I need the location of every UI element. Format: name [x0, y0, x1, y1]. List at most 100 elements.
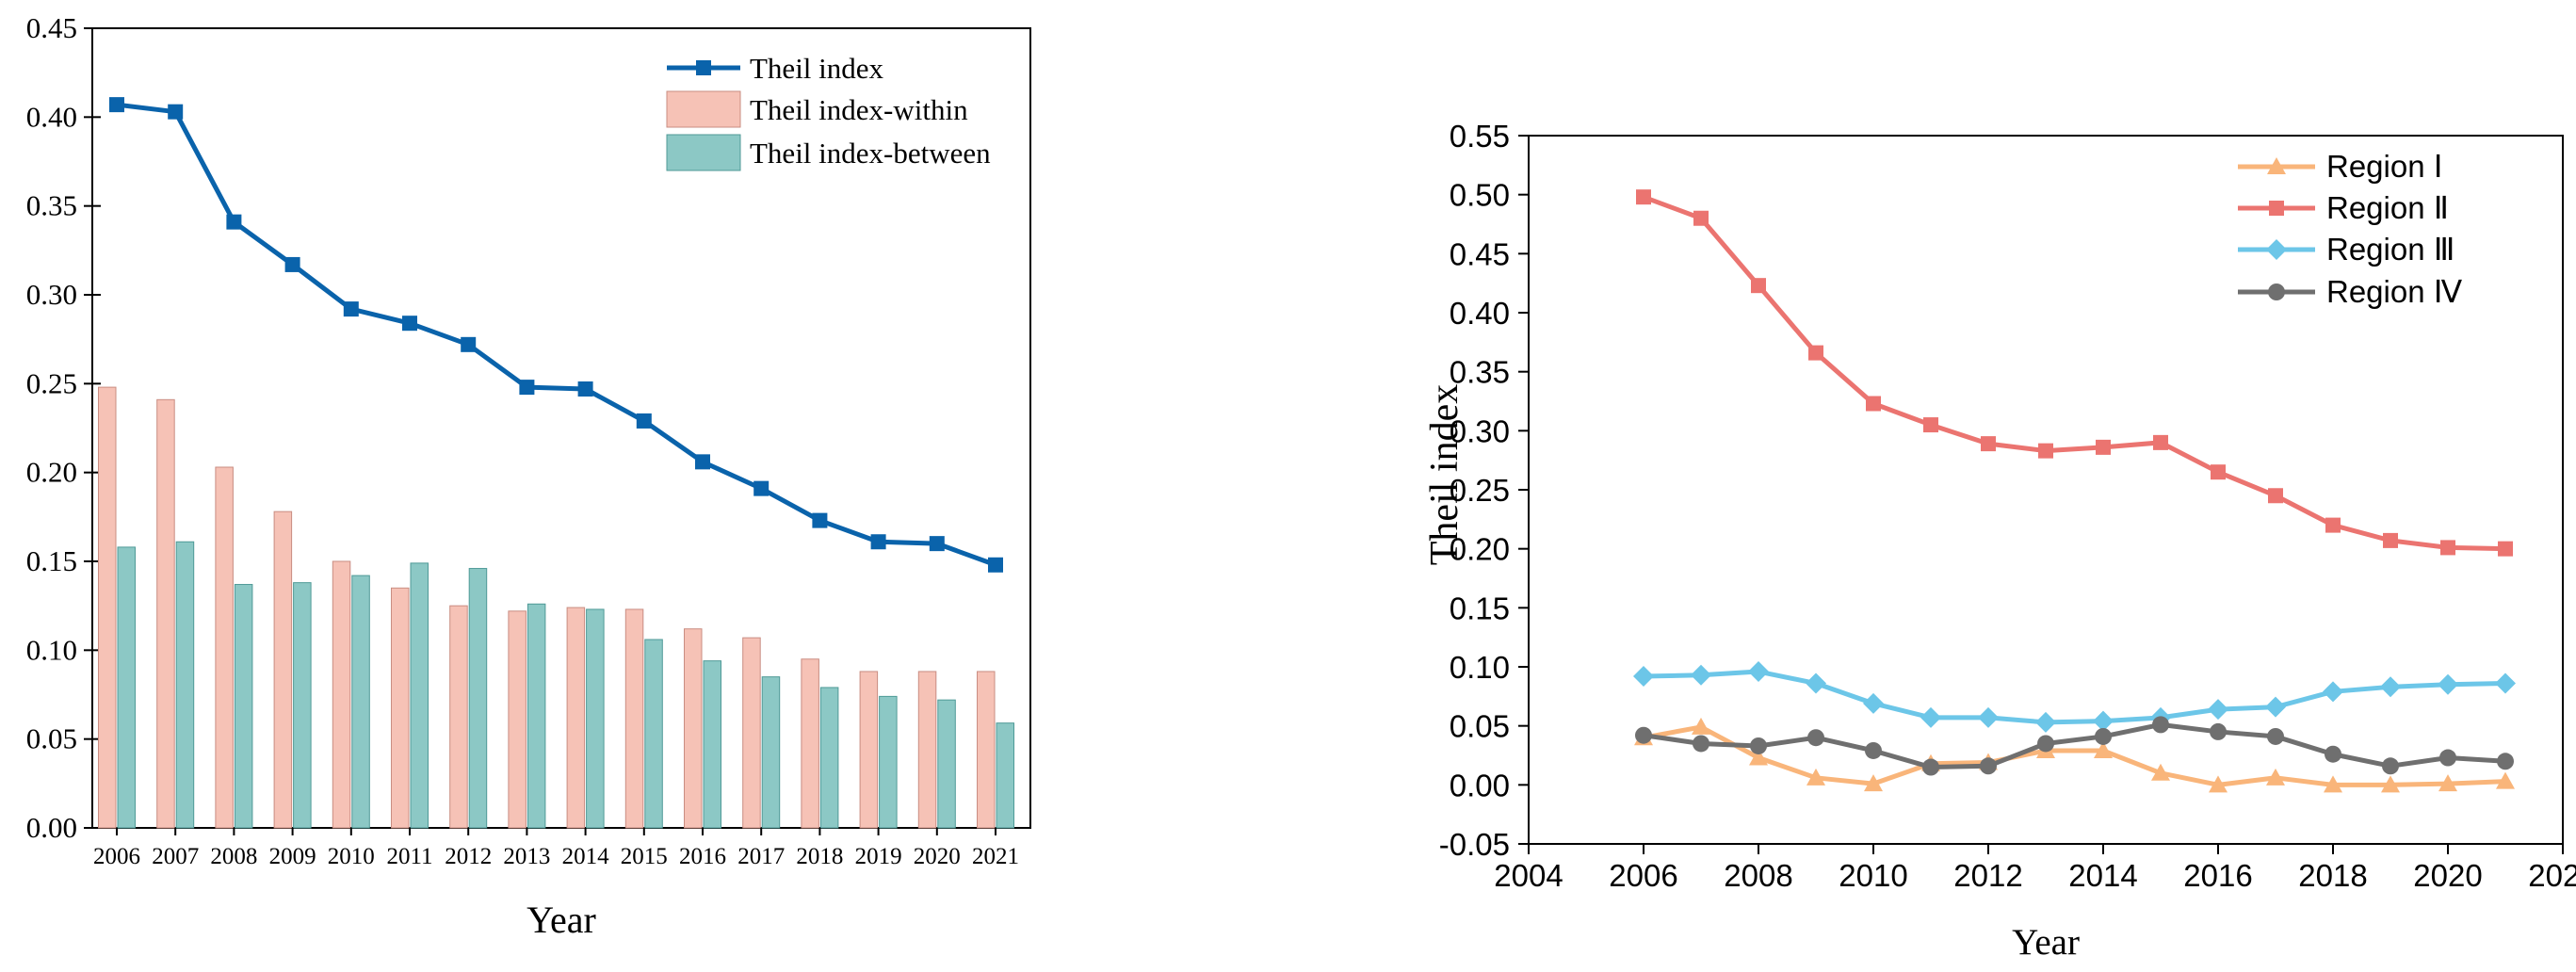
region-3-point — [1748, 661, 1769, 683]
region-4-point — [1807, 729, 1824, 747]
region-2-point — [2440, 540, 2455, 556]
legend-marker-region-1 — [2267, 157, 2286, 174]
region-2-point — [2498, 541, 2513, 557]
x-tick-label: 2020 — [2413, 858, 2482, 893]
theil-index-point — [519, 380, 535, 396]
bar-within — [742, 637, 761, 829]
bar-between — [819, 687, 839, 829]
theil-index-point — [753, 480, 770, 496]
bar-within — [566, 607, 586, 829]
bar-within — [801, 658, 819, 829]
legend-label-region-2: Region Ⅱ — [2326, 190, 2449, 225]
legend-label-theil: Theil index — [750, 52, 884, 85]
y-tick-label: 0.05 — [26, 722, 77, 755]
bar-within — [391, 587, 410, 829]
bar-between — [644, 639, 663, 829]
bar-between — [351, 575, 370, 829]
y-tick-label: 0.35 — [1450, 355, 1510, 390]
region-4-point — [2095, 727, 2112, 745]
region-2-point — [1808, 345, 1823, 361]
x-tick-label: 2015 — [621, 844, 668, 869]
region-1-point — [2151, 763, 2170, 781]
region-4-point — [1922, 758, 1939, 776]
legend-label-between: Theil index-between — [750, 137, 991, 170]
x-tick-label: 2013 — [503, 844, 550, 869]
bar-between — [234, 584, 253, 829]
region-2-point — [1751, 278, 1766, 294]
bar-within — [624, 608, 644, 829]
bar-between — [293, 582, 312, 829]
y-tick-label: 0.55 — [1450, 119, 1510, 154]
y-tick-label: 0.40 — [26, 100, 77, 133]
bar-within — [156, 398, 175, 829]
region-2-point — [2211, 464, 2226, 480]
region-3-point — [1806, 672, 1826, 694]
region-3-point — [1691, 664, 1711, 686]
right-chart: -0.05 0.00 0.05 0.10 0.15 0.20 0.25 0.30 0.35 0.4… — [1423, 119, 2576, 963]
region-4-point — [1635, 726, 1652, 744]
legend-label-within: Theil index-within — [750, 93, 968, 126]
region-1-point — [2381, 775, 2400, 793]
y-tick-label: 0.15 — [26, 544, 77, 577]
legend-label-region-1: Region Ⅰ — [2326, 149, 2442, 184]
region-3-point — [2035, 711, 2056, 733]
legend-swatch-within — [666, 90, 741, 128]
legend-swatch-between — [666, 134, 741, 171]
region-3-point — [2495, 672, 2516, 694]
theil-index-point — [461, 336, 477, 352]
y-axis-title: Theil index — [1423, 384, 1466, 565]
legend-marker-region-2 — [2269, 201, 2284, 216]
bar-between — [879, 695, 898, 829]
bar-within — [917, 671, 937, 829]
x-tick-label: 2010 — [1839, 858, 1907, 893]
x-tick-label: 2009 — [269, 844, 316, 869]
region-3-point — [1920, 706, 1941, 728]
region-3-point — [1978, 706, 1999, 728]
region-3-point — [2208, 699, 2228, 721]
region-2-point — [1693, 210, 1709, 226]
x-tick-label: 2006 — [1609, 858, 1677, 893]
y-tick-label: 0.35 — [26, 189, 77, 222]
y-tick-label: 0.00 — [26, 811, 77, 844]
region-4-point — [2152, 716, 2169, 734]
theil-index-point — [109, 97, 124, 113]
theil-index-point — [636, 413, 652, 429]
region-1-point — [1692, 717, 1710, 735]
bar-within — [273, 510, 293, 829]
bar-within — [332, 560, 351, 829]
region-4-point — [2325, 745, 2341, 763]
region-4-line — [1643, 721, 2506, 770]
theil-index-point — [284, 256, 300, 272]
region-4-point — [1750, 737, 1767, 754]
x-tick-label: 2014 — [2068, 858, 2137, 893]
theil-index-point — [577, 381, 593, 397]
region-2-point — [1923, 417, 1938, 433]
y-tick-label: 0.10 — [1450, 650, 1510, 685]
region-2-point — [1981, 436, 1996, 452]
bar-between — [586, 608, 605, 829]
theil-index-point — [812, 512, 828, 528]
region-4-point — [2037, 735, 2054, 753]
legend-label-region-3: Region Ⅲ — [2326, 232, 2455, 267]
bar-within — [684, 628, 703, 829]
region-3-point — [2093, 710, 2114, 732]
x-axis-title: Year — [2012, 922, 2080, 963]
bar-within — [449, 605, 468, 829]
y-tick-label: 0.25 — [26, 366, 77, 399]
y-tick-label: 0.25 — [1450, 473, 1510, 508]
legend-marker-theil — [696, 60, 711, 75]
legend: Region Ⅰ Region Ⅱ Region Ⅲ Region Ⅳ — [2238, 149, 2463, 309]
theil-index-point — [988, 557, 1003, 573]
y-tick-label: 0.40 — [1450, 296, 1510, 331]
theil-index-line — [116, 102, 996, 568]
region-4-point — [2267, 727, 2284, 745]
theil-index-point — [168, 104, 184, 120]
x-tick-label: 2008 — [1724, 858, 1792, 893]
region-3-point — [1633, 666, 1654, 688]
theil-index-point — [870, 534, 886, 550]
x-tick-label: 2006 — [93, 844, 140, 869]
y-tick-label: 0.45 — [1450, 236, 1510, 271]
bar-within — [859, 671, 879, 829]
theil-index-point — [929, 536, 945, 552]
